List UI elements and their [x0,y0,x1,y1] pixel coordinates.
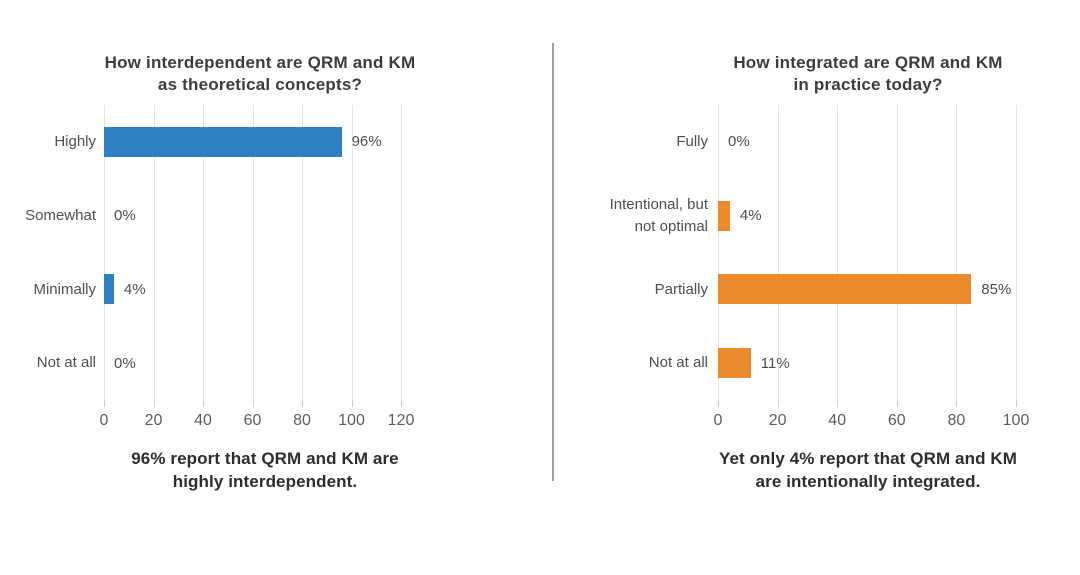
plot-track: 96% 0% 4% 0% [104,105,402,407]
plot-track: 0% 4% 85% 11% [718,105,1017,407]
right-bar-plot: 0% 4% 85% 11% Fully Intentional, but not optim… [553,105,1080,407]
gridline [104,105,105,400]
axis-tick-mark [956,400,958,407]
right-chart-title: How integrated are QRM and KM in practice… [658,52,1078,96]
left-chart-panel: How interdependent are QRM and KM as theo… [0,52,545,494]
category-label: Partially [553,253,708,327]
gridline [956,105,958,400]
x-tick-label: 100 [338,412,365,429]
category-label: Not at all [553,326,708,400]
x-tick-label: 0 [713,412,723,429]
value-label: 0% [728,133,750,151]
axis-tick-mark [896,400,898,407]
gridline [351,105,353,400]
category-label-line: Partially [654,280,708,298]
x-tick-label: 100 [1002,412,1030,429]
left-x-axis: 0 20 40 60 80 100 120 [0,412,545,434]
left-chart-caption: 96% report that QRM and KM are highly int… [0,448,530,494]
bar [718,274,972,305]
category-label: Minimally [0,253,96,327]
right-chart-caption: Yet only 4% report that QRM and KM are in… [658,448,1078,494]
right-caption-line2: are intentionally integrated. [755,471,981,491]
x-tick-label: 40 [828,412,847,429]
x-tick-label: 20 [144,412,163,429]
axis-tick-mark [351,400,353,407]
left-caption-line1: 96% report that QRM and KM are [131,449,399,468]
value-label: 4% [123,280,146,298]
axis-tick-mark [1016,400,1017,407]
right-chart-title-line2: in practice today? [793,75,943,95]
left-chart-title-line1: How interdependent are QRM and KM [104,53,416,72]
right-chart-panel: How integrated are QRM and KM in practice… [553,0,1080,575]
x-tick-label: 80 [947,412,966,429]
axis-tick-mark [718,400,719,407]
gridline [837,105,839,400]
x-tick-label: 120 [387,412,415,429]
category-label-line: not optimal [634,217,708,235]
gridline [302,105,303,400]
x-tick-label: 20 [768,412,787,429]
gridline [1016,105,1017,400]
axis-tick-mark [837,400,839,407]
category-label-line: Minimally [33,280,96,298]
value-label: 11% [760,354,790,372]
axis-tick-mark [252,400,254,407]
x-tick-label: 40 [194,412,212,429]
gridline [718,105,719,400]
axis-tick-mark [104,400,105,407]
axis-tick-mark [302,400,303,407]
category-label: Fully [553,105,708,179]
category-label-line: Highly [54,133,96,150]
value-label: 4% [739,207,762,225]
right-caption-line1: Yet only 4% report that QRM and KM [718,449,1018,468]
axis-tick-mark [153,400,155,407]
category-label-line: Intentional, but [609,195,708,213]
left-caption-line2: highly interdependent. [172,471,358,491]
bar [718,200,730,231]
left-chart-title: How interdependent are QRM and KM as theo… [0,52,520,96]
gridline [401,105,402,400]
x-tick-label: 60 [243,412,262,429]
category-label: Highly [0,105,96,179]
bar [104,126,342,157]
value-label: 0% [114,354,136,372]
axis-tick-mark [401,400,402,407]
gridline [252,105,254,400]
category-label-line: Not at all [36,354,96,372]
category-label-line: Not at all [648,354,708,372]
category-label: Somewhat [0,179,96,253]
value-label: 96% [351,133,382,151]
bar [718,348,751,379]
bar [104,274,114,305]
category-label-line: Somewhat [25,206,96,224]
value-label: 0% [114,207,136,225]
left-bar-plot: 96% 0% 4% 0% Highly Somewhat Minimally Not at a… [0,105,545,407]
axis-tick-mark [203,400,204,407]
gridline [777,105,779,400]
vertical-divider [552,43,554,481]
gridline [153,105,155,400]
category-label-line: Fully [676,133,708,150]
gridline [203,105,204,400]
left-chart-title-line2: as theoretical concepts? [157,75,363,95]
x-tick-label: 80 [293,412,311,429]
value-label: 85% [981,280,1012,298]
category-label: Not at all [0,326,96,400]
axis-tick-mark [777,400,779,407]
x-tick-label: 60 [887,412,906,429]
category-label: Intentional, but not optimal [553,179,708,253]
right-chart-title-line1: How integrated are QRM and KM [733,53,1003,72]
x-tick-label: 0 [99,412,109,429]
gridline [896,105,898,400]
right-x-axis: 0 20 40 60 80 100 [553,412,1080,434]
